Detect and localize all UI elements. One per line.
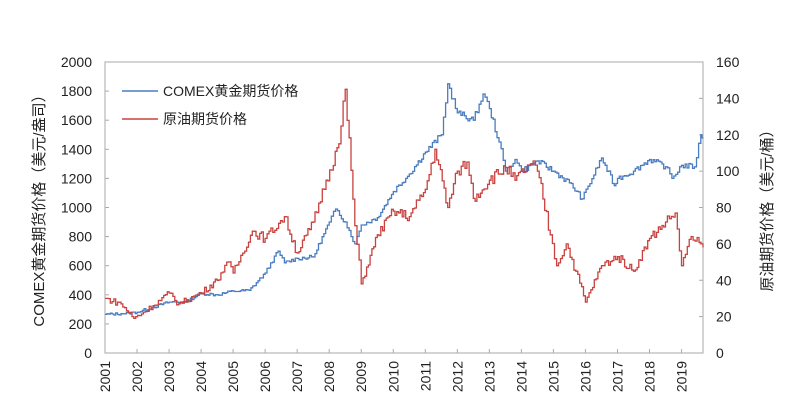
- x-tick-label: 2009: [353, 361, 369, 392]
- x-tick-label: 2012: [449, 361, 465, 392]
- x-tick-label: 2008: [321, 361, 337, 392]
- series-line-oil: [105, 88, 704, 320]
- y-right-tick-label: 0: [716, 345, 724, 361]
- y-left-tick-label: 1000: [61, 200, 92, 216]
- y-left-tick-label: 1400: [61, 141, 92, 157]
- y-right-label: 原油期货价格（美元/桶）: [759, 122, 776, 291]
- y-left-tick-label: 1200: [61, 170, 92, 186]
- y-left-tick-label: 1600: [61, 112, 92, 128]
- y-left-tick-label: 1800: [61, 83, 92, 99]
- x-tick-label: 2005: [225, 361, 241, 392]
- x-tick-label: 2017: [609, 361, 625, 392]
- legend-label-gold: COMEX黄金期货价格: [163, 83, 298, 99]
- x-tick-label: 2016: [577, 361, 593, 392]
- y-right-tick-label: 140: [716, 90, 740, 106]
- y-right-tick-label: 60: [716, 236, 732, 252]
- x-tick-label: 2019: [674, 361, 690, 392]
- x-tick-label: 2015: [545, 361, 561, 392]
- x-tick-label: 2004: [193, 361, 209, 392]
- x-tick-label: 2018: [642, 361, 658, 392]
- y-right-tick-label: 100: [716, 163, 740, 179]
- y-left-tick-label: 600: [69, 258, 93, 274]
- y-left-tick-label: 400: [69, 287, 93, 303]
- x-tick-label: 2003: [161, 361, 177, 392]
- legend: COMEX黄金期货价格 原油期货价格: [122, 83, 298, 127]
- y-right-tick-label: 40: [716, 272, 732, 288]
- y-right-tick-label: 160: [716, 54, 740, 70]
- y-left-label: COMEX黄金期货价格（美元/盎司）: [31, 87, 48, 326]
- y-left-tick-label: 2000: [61, 54, 92, 70]
- x-tick-label: 2006: [257, 361, 273, 392]
- x-tick-label: 2002: [129, 361, 145, 392]
- y-left-tick-label: 0: [84, 345, 92, 361]
- plot-area: [104, 61, 704, 354]
- x-tick-label: 2007: [289, 361, 305, 392]
- y-left-tick-label: 800: [69, 229, 93, 245]
- x-tick-label: 2014: [513, 361, 529, 392]
- y-right-tick-label: 20: [716, 309, 732, 325]
- y-right-tick-label: 80: [716, 200, 732, 216]
- x-tick-label: 2011: [417, 361, 433, 391]
- y-right-tick-label: 120: [716, 127, 740, 143]
- legend-label-oil: 原油期货价格: [163, 111, 247, 127]
- x-tick-label: 2001: [97, 361, 113, 392]
- x-tick-label: 2013: [481, 361, 497, 392]
- x-tick-label: 2010: [385, 361, 401, 392]
- y-left-tick-label: 200: [69, 316, 93, 332]
